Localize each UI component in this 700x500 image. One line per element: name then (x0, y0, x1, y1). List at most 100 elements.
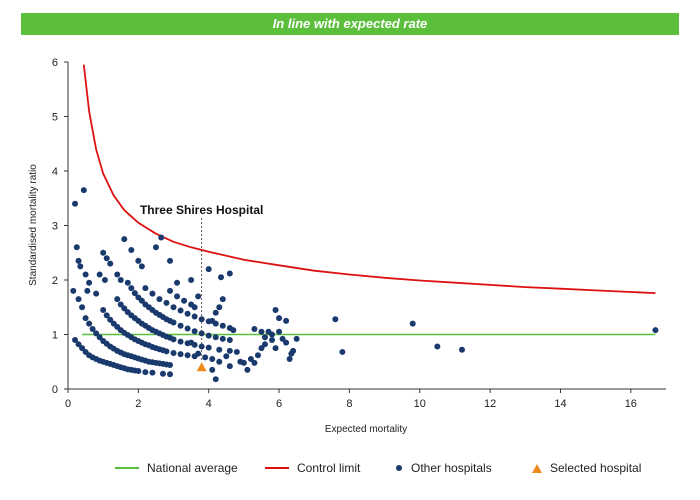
hospital-point (279, 335, 286, 342)
hospital-point (72, 200, 79, 207)
hospital-point (96, 271, 103, 278)
hospital-point (339, 348, 346, 355)
hospital-point (269, 336, 276, 343)
hospital-point (276, 315, 283, 322)
hospital-point (219, 322, 226, 329)
status-banner: In line with expected rate (21, 13, 679, 35)
annotation-layer: Three Shires Hospital (140, 203, 263, 362)
hospital-point (276, 328, 283, 335)
hospital-point (177, 307, 184, 314)
hospital-point (226, 270, 233, 277)
hospital-point (188, 277, 195, 283)
control-limit-swatch (265, 467, 289, 469)
legend-item-control-limit: Control limit (265, 458, 360, 478)
dot-icon (396, 465, 402, 471)
hospital-point (70, 287, 77, 294)
hospital-point (209, 356, 216, 363)
hospital-point (73, 244, 80, 251)
hospital-point (170, 319, 177, 326)
hospital-point (152, 244, 159, 251)
hospital-point (82, 315, 89, 322)
hospital-point (156, 296, 163, 303)
status-banner-text: In line with expected rate (272, 16, 428, 31)
hospital-point (219, 296, 226, 303)
hospital-point (272, 306, 279, 313)
hospital-point (79, 345, 86, 352)
hospital-point (103, 255, 110, 262)
x-tick-label: 14 (554, 398, 566, 410)
hospital-point (117, 301, 124, 308)
hospital-point (80, 187, 87, 194)
hospital-point (72, 336, 79, 343)
hospital-point (121, 305, 128, 312)
x-tick-label: 16 (625, 398, 637, 410)
hospital-point (77, 263, 84, 270)
hospital-point (174, 293, 181, 300)
hospital-point (283, 339, 290, 346)
hospital-point (191, 313, 198, 320)
hospital-point (184, 325, 191, 332)
hospital-point (244, 366, 251, 373)
hospital-point (93, 330, 100, 337)
hospital-point (135, 257, 142, 264)
legend-item-selected-hospital: Selected hospital (532, 458, 641, 478)
hospital-point (75, 341, 82, 348)
hospital-point (167, 371, 174, 378)
series-layer (70, 64, 659, 383)
legend-item-national-average: National average (115, 458, 238, 478)
hospital-point (79, 304, 86, 311)
hospital-point (149, 290, 156, 297)
hospital-point (272, 345, 279, 352)
hospital-point (269, 331, 276, 338)
hospital-point (135, 368, 142, 375)
hospital-point (230, 327, 237, 334)
hospital-point (163, 299, 170, 306)
hospital-point (247, 356, 254, 363)
hospital-point (121, 236, 128, 243)
hospital-point (107, 260, 114, 267)
hospital-point (216, 346, 223, 353)
hospital-point (101, 277, 108, 283)
hospital-point (212, 309, 219, 316)
hospital-point (184, 310, 191, 317)
x-tick-label: 6 (276, 398, 282, 410)
hospital-point (188, 339, 195, 346)
hospital-point (191, 304, 198, 311)
selected-hospital-point (196, 362, 207, 372)
y-tick-label: 1 (52, 330, 58, 342)
hospital-point (75, 257, 82, 264)
hospital-point (332, 316, 339, 323)
hospital-point (290, 347, 297, 354)
x-tick-label: 0 (65, 398, 71, 410)
hospital-point (226, 336, 233, 343)
hospital-point (124, 279, 131, 286)
hospital-point (184, 352, 191, 359)
hospital-point (84, 287, 91, 294)
hospital-point (167, 362, 174, 369)
y-tick-label: 4 (52, 166, 58, 178)
legend-item-other-hospitals: Other hospitals (395, 458, 492, 478)
hospital-point (100, 249, 107, 256)
hospital-point (86, 279, 93, 286)
control-limit-curve (82, 64, 656, 294)
y-axis-label: Standardised mortality ratio (28, 164, 39, 286)
hospital-point (226, 363, 233, 370)
hospital-point (149, 369, 156, 376)
hospital-point (177, 322, 184, 329)
hospital-point (159, 370, 166, 377)
hospital-point (89, 326, 96, 333)
hospital-point (158, 234, 165, 241)
hospital-point (96, 334, 103, 341)
legend-label-selected-hospital: Selected hospital (550, 461, 642, 475)
hospital-point (258, 345, 265, 352)
hospital-point (205, 344, 212, 351)
hospital-point (114, 271, 121, 278)
hospital-point (216, 358, 223, 365)
hospital-point (202, 354, 209, 361)
triangle-icon (532, 463, 542, 473)
hospital-point (209, 317, 216, 324)
legend-label-control-limit: Control limit (297, 461, 361, 475)
hospital-point (216, 304, 223, 311)
